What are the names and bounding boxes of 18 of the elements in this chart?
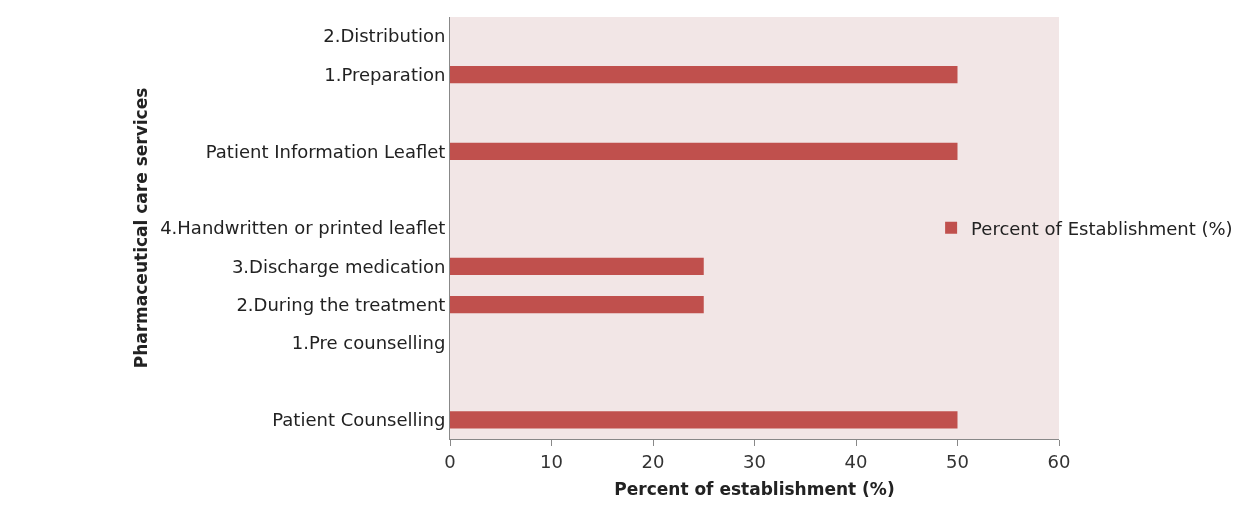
y-tick-label: 3.Discharge medication: [231, 255, 446, 277]
y-tick-label: Patient Information Leaflet: [205, 140, 446, 162]
x-tick-label: 10: [540, 450, 563, 472]
x-tick-label: 30: [743, 450, 766, 472]
x-tick-label: 60: [1047, 450, 1071, 472]
x-tick-label: 50: [946, 450, 969, 472]
y-tick-label: 2.During the treatment: [236, 294, 446, 316]
x-tick-label: 0: [444, 450, 456, 472]
x-axis-title: Percent of establishment (%): [614, 479, 895, 499]
y-axis-title: Pharmaceutical care services: [130, 87, 151, 369]
y-tick-label: 4.Handwritten or printed leaflet: [160, 217, 446, 239]
x-tick-label: 20: [641, 450, 665, 472]
y-tick-label: 1.Preparation: [324, 63, 446, 85]
y-tick-label: 2.Distribution: [323, 25, 446, 47]
y-tick-label: Patient Counselling: [272, 409, 446, 431]
y-tick-label: 1.Pre counselling: [291, 332, 446, 354]
x-tick-label: 40: [844, 450, 868, 472]
legend-label: Percent of Establishment (%): [971, 217, 1233, 239]
